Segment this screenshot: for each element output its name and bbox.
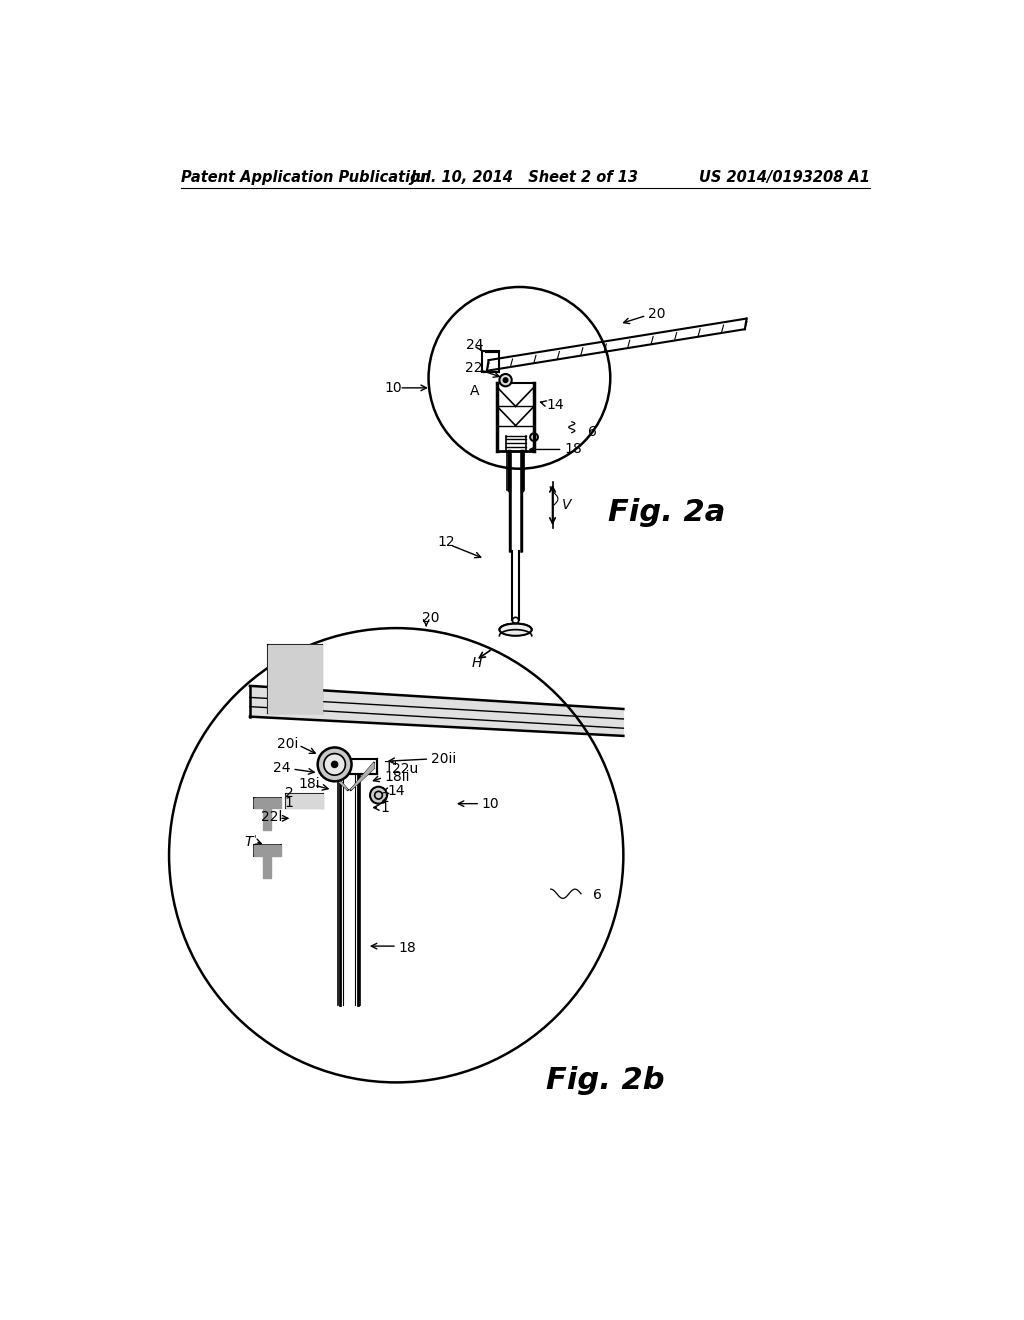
Polygon shape (250, 686, 624, 737)
Circle shape (324, 754, 345, 775)
Text: 14: 14 (387, 784, 404, 799)
Text: US 2014/0193208 A1: US 2014/0193208 A1 (699, 170, 869, 185)
Circle shape (317, 747, 351, 781)
Text: 6: 6 (588, 425, 597, 438)
Text: Fig. 2a: Fig. 2a (608, 498, 725, 527)
Text: 20: 20 (648, 308, 666, 321)
Polygon shape (254, 845, 281, 857)
Text: 10: 10 (481, 797, 500, 810)
Text: A: A (470, 384, 479, 397)
Text: 18i: 18i (298, 776, 321, 791)
Ellipse shape (500, 623, 531, 636)
Circle shape (332, 762, 338, 767)
Text: 20: 20 (422, 611, 439, 626)
Text: 20i: 20i (276, 737, 298, 751)
Text: 22l: 22l (261, 809, 283, 824)
Polygon shape (325, 763, 348, 789)
Polygon shape (263, 808, 270, 830)
Polygon shape (263, 857, 270, 878)
Text: T': T' (385, 760, 397, 774)
Circle shape (503, 378, 508, 383)
Text: T: T (245, 836, 253, 849)
Text: Jul. 10, 2014   Sheet 2 of 13: Jul. 10, 2014 Sheet 2 of 13 (411, 170, 639, 185)
Polygon shape (267, 645, 322, 713)
Text: ': ' (253, 834, 256, 843)
Polygon shape (351, 763, 374, 789)
Text: 2: 2 (285, 785, 293, 800)
Circle shape (370, 787, 387, 804)
Text: 22: 22 (465, 360, 482, 375)
Text: 12: 12 (437, 535, 455, 549)
Text: 24: 24 (466, 338, 483, 351)
Text: 18: 18 (398, 941, 417, 954)
Polygon shape (286, 793, 323, 808)
Text: 2: 2 (381, 791, 389, 804)
Text: Patent Application Publication: Patent Application Publication (180, 170, 430, 185)
Text: 22u: 22u (392, 762, 419, 776)
Text: H: H (472, 656, 482, 669)
Text: 10: 10 (385, 381, 402, 395)
Text: 1: 1 (285, 796, 294, 810)
Text: 6: 6 (593, 887, 601, 902)
Text: V: V (562, 498, 571, 512)
Text: 14: 14 (547, 397, 564, 412)
Text: 18: 18 (564, 442, 582, 457)
Text: 20ii: 20ii (431, 752, 456, 766)
Text: 1: 1 (381, 800, 390, 814)
Text: 18ii: 18ii (385, 771, 411, 784)
Text: Fig. 2b: Fig. 2b (547, 1067, 665, 1096)
Text: 24: 24 (273, 762, 291, 775)
Circle shape (500, 374, 512, 387)
Polygon shape (254, 797, 281, 808)
